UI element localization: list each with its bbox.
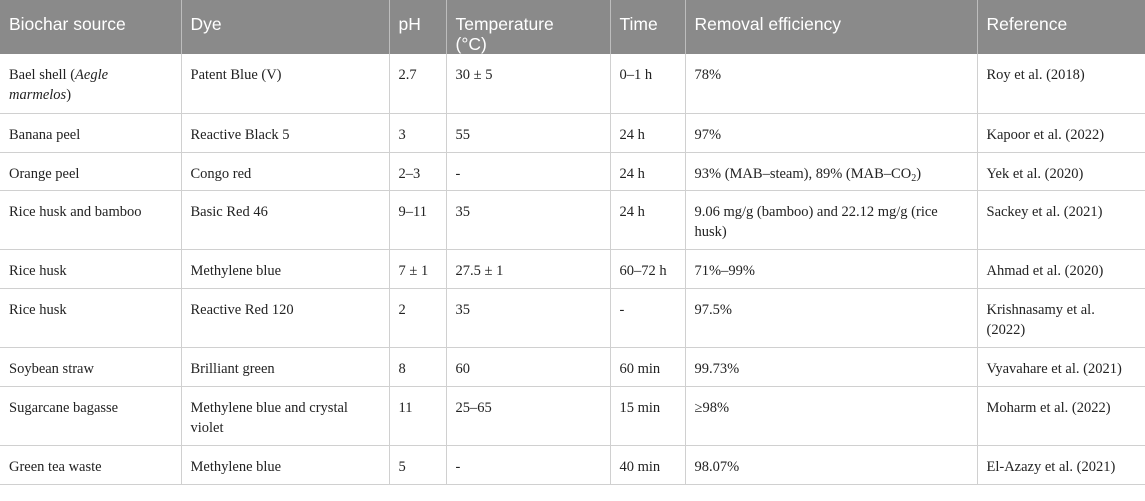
cell-ph: 3 — [389, 113, 447, 153]
header-temperature-unit: (°C) — [455, 34, 487, 54]
cell-temperature: - — [446, 152, 611, 191]
cell-time: 24 h — [610, 113, 686, 153]
table-header-row: Biochar source Dye pH Temperature (°C) Ti… — [0, 0, 1145, 54]
cell-text: ) — [66, 87, 72, 103]
header-ph: pH — [389, 0, 447, 54]
cell-removal-efficiency: 71%–99% — [685, 249, 978, 289]
cell-temperature: 25–65 — [446, 386, 611, 446]
cell-removal-efficiency: 97.5% — [685, 288, 978, 348]
cell-biochar-source: Green tea waste — [0, 445, 182, 485]
table-row: Bael shell (Aegle marmelos) Patent Blue … — [0, 54, 1145, 114]
cell-removal-efficiency: 97% — [685, 113, 978, 153]
cell-time: 15 min — [610, 386, 686, 446]
table-row: Rice husk Reactive Red 120 2 35 - 97.5% … — [0, 288, 1145, 348]
cell-reference: Ahmad et al. (2020) — [977, 249, 1145, 289]
cell-temperature: 35 — [446, 288, 611, 348]
cell-temperature: 60 — [446, 347, 611, 387]
cell-text: Bael shell ( — [9, 67, 76, 83]
cell-ph: 5 — [389, 445, 447, 485]
cell-temperature: 35 — [446, 190, 611, 250]
cell-biochar-source: Banana peel — [0, 113, 182, 153]
cell-dye: Congo red — [181, 152, 390, 191]
cell-ph: 9–11 — [389, 190, 447, 250]
cell-reference: Kapoor et al. (2022) — [977, 113, 1145, 153]
cell-dye: Brilliant green — [181, 347, 390, 387]
cell-text: ) — [916, 165, 922, 182]
cell-text: 93% (MAB–steam), 89% (MAB–CO — [694, 165, 912, 182]
cell-time: 0–1 h — [610, 54, 686, 114]
cell-temperature: 27.5 ± 1 — [446, 249, 611, 289]
cell-biochar-source: Bael shell (Aegle marmelos) — [0, 54, 182, 114]
cell-time: 60 min — [610, 347, 686, 387]
header-temperature-label: Temperature — [455, 14, 554, 34]
header-dye: Dye — [181, 0, 390, 54]
subscript-text: 2 — [911, 172, 917, 184]
cell-ph: 7 ± 1 — [389, 249, 447, 289]
cell-ph: 2 — [389, 288, 447, 348]
cell-biochar-source: Orange peel — [0, 152, 182, 191]
cell-reference: Vyavahare et al. (2021) — [977, 347, 1145, 387]
cell-reference: El-Azazy et al. (2021) — [977, 445, 1145, 485]
cell-removal-efficiency: 98.07% — [685, 445, 978, 485]
cell-biochar-source: Rice husk — [0, 249, 182, 289]
cell-temperature: - — [446, 445, 611, 485]
cell-dye: Methylene blue — [181, 249, 390, 289]
cell-time: 60–72 h — [610, 249, 686, 289]
cell-time: 24 h — [610, 152, 686, 191]
header-time: Time — [610, 0, 686, 54]
cell-biochar-source: Soybean straw — [0, 347, 182, 387]
biochar-dye-removal-table: Biochar source Dye pH Temperature (°C) Ti… — [0, 0, 1145, 485]
cell-removal-efficiency: 9.06 mg/g (bamboo) and 22.12 mg/g (rice … — [685, 190, 978, 250]
cell-time: - — [610, 288, 686, 348]
cell-reference: Yek et al. (2020) — [977, 152, 1145, 191]
cell-temperature: 30 ± 5 — [446, 54, 611, 114]
cell-ph: 2.7 — [389, 54, 447, 114]
cell-dye: Basic Red 46 — [181, 190, 390, 250]
cell-reference: Sackey et al. (2021) — [977, 190, 1145, 250]
table-row: Rice husk Methylene blue 7 ± 1 27.5 ± 1 … — [0, 249, 1145, 289]
cell-time: 24 h — [610, 190, 686, 250]
cell-dye: Methylene blue and crystal violet — [181, 386, 390, 446]
header-temperature: Temperature (°C) — [446, 0, 611, 54]
cell-temperature: 55 — [446, 113, 611, 153]
cell-dye: Reactive Black 5 — [181, 113, 390, 153]
cell-ph: 8 — [389, 347, 447, 387]
cell-dye: Methylene blue — [181, 445, 390, 485]
header-removal-efficiency: Removal efficiency — [685, 0, 978, 54]
cell-ph: 2–3 — [389, 152, 447, 191]
cell-italic-text: Aegle marmelos — [9, 67, 109, 103]
cell-biochar-source: Sugarcane bagasse — [0, 386, 182, 446]
table-row: Orange peel Congo red 2–3 - 24 h 93% (MA… — [0, 152, 1145, 191]
cell-dye: Patent Blue (V) — [181, 54, 390, 114]
cell-biochar-source: Rice husk and bamboo — [0, 190, 182, 250]
table-row: Sugarcane bagasse Methylene blue and cry… — [0, 386, 1145, 446]
table-row: Green tea waste Methylene blue 5 - 40 mi… — [0, 445, 1145, 485]
cell-reference: Moharm et al. (2022) — [977, 386, 1145, 446]
cell-reference: Krishnasamy et al. (2022) — [977, 288, 1145, 348]
cell-removal-efficiency: 99.73% — [685, 347, 978, 387]
header-reference: Reference — [977, 0, 1145, 54]
cell-removal-efficiency: ≥98% — [685, 386, 978, 446]
cell-removal-efficiency: 93% (MAB–steam), 89% (MAB–CO2) — [685, 152, 978, 191]
table-row: Banana peel Reactive Black 5 3 55 24 h 9… — [0, 113, 1145, 153]
cell-removal-efficiency: 78% — [685, 54, 978, 114]
table-row: Soybean straw Brilliant green 8 60 60 mi… — [0, 347, 1145, 387]
table-row: Rice husk and bamboo Basic Red 46 9–11 3… — [0, 190, 1145, 250]
cell-ph: 11 — [389, 386, 447, 446]
cell-dye: Reactive Red 120 — [181, 288, 390, 348]
cell-biochar-source: Rice husk — [0, 288, 182, 348]
cell-time: 40 min — [610, 445, 686, 485]
cell-reference: Roy et al. (2018) — [977, 54, 1145, 114]
header-biochar-source: Biochar source — [0, 0, 182, 54]
